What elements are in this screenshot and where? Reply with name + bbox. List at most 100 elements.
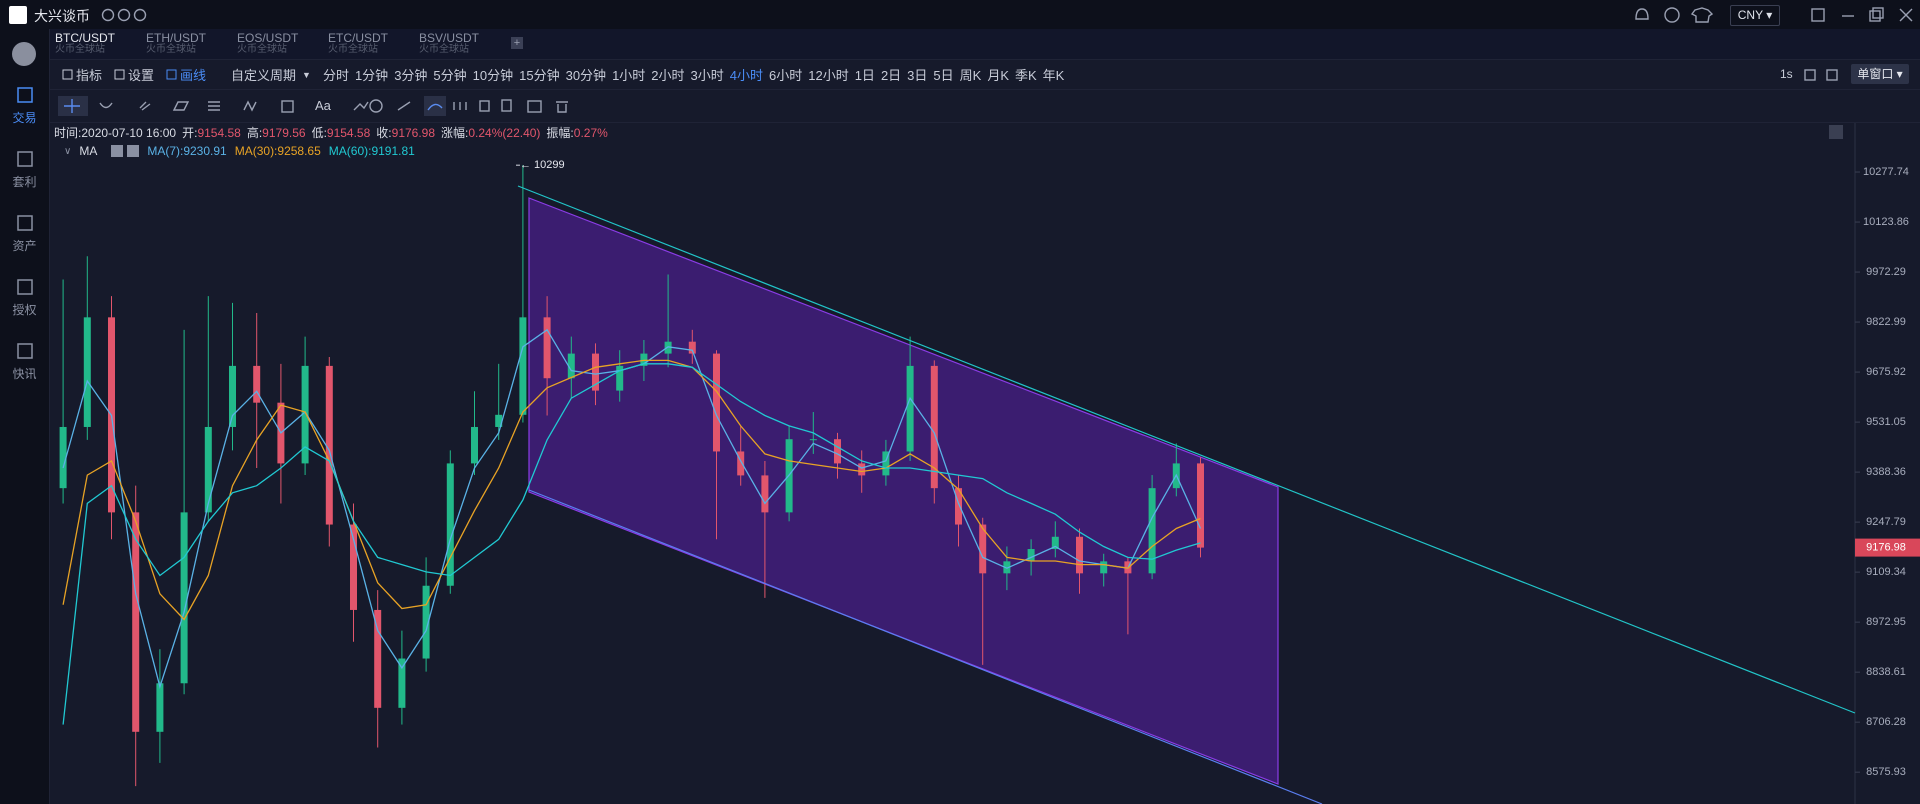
tool-icon — [114, 69, 125, 80]
layout-icons[interactable] — [1802, 67, 1842, 83]
tab-exchange: 火币全球站 — [328, 44, 378, 55]
add-tab[interactable]: + — [511, 37, 523, 49]
y-tick-label: 8706.28 — [1866, 716, 1906, 728]
sidebar-item[interactable]: 快讯 — [0, 341, 49, 382]
tool[interactable]: 画线 — [166, 65, 206, 84]
candle-body — [398, 658, 406, 708]
y-tick-label: 9972.29 — [1866, 266, 1906, 278]
period[interactable]: 5日 — [933, 68, 954, 83]
period[interactable]: 1小时 — [612, 68, 646, 83]
y-tick-label: 8972.95 — [1866, 616, 1906, 628]
drawing-toolbar: Aa — [0, 90, 1920, 123]
window-select[interactable]: 单窗口 ▾ — [1851, 64, 1909, 84]
candle-body — [761, 475, 769, 513]
chart-setting-icon[interactable] — [1829, 125, 1843, 139]
period[interactable]: 10分钟 — [472, 68, 514, 83]
info-item: 高:9179.56 — [247, 124, 306, 141]
legend-entry: MA(7):9230.91 — [147, 144, 227, 158]
legend-entry: MA(30):9258.65 — [234, 144, 321, 158]
current-price-box — [1855, 538, 1920, 557]
period[interactable]: 12小时 — [808, 68, 849, 83]
ma-line — [62, 363, 1201, 725]
period[interactable]: 分时 — [322, 68, 349, 83]
tool[interactable]: 指标 — [62, 65, 102, 84]
period[interactable]: 周K — [959, 68, 982, 83]
tab-pair: BTC/USDT — [55, 31, 115, 45]
sidebar-icon — [16, 343, 33, 359]
y-tick-label: 8838.61 — [1866, 666, 1906, 678]
period[interactable]: 年K — [1042, 68, 1065, 83]
sidebar-item[interactable]: 授权 — [0, 277, 49, 318]
drawing-tools[interactable] — [58, 96, 578, 116]
period[interactable]: 月K — [987, 68, 1009, 83]
info-label: 时间: — [54, 125, 82, 140]
sidebar-item[interactable]: 套利 — [0, 149, 49, 190]
top-icons[interactable] — [1632, 5, 1722, 25]
sidebar-label: 套利 — [12, 175, 37, 189]
tab[interactable]: ETC/USDT 火币全球站 — [328, 32, 388, 56]
avatar[interactable] — [12, 42, 36, 66]
sidebar-icon — [16, 151, 33, 167]
annotation-label: ← 10299 — [520, 159, 565, 171]
text-tool[interactable]: Aa — [315, 98, 331, 113]
candle-body — [809, 439, 817, 441]
status-icons — [101, 8, 147, 22]
tool[interactable]: 设置 — [114, 65, 154, 84]
sidebar-item[interactable]: 资产 — [0, 213, 49, 254]
period[interactable]: 5分钟 — [433, 68, 467, 83]
custom-period[interactable]: 自定义周期 — [231, 65, 296, 84]
tool-icon — [62, 69, 73, 80]
period[interactable]: 4小时 — [729, 68, 763, 83]
candle-body — [543, 317, 551, 379]
info-item: 收:9176.98 — [376, 124, 435, 141]
candle-body — [930, 365, 938, 489]
drawn-parallelogram[interactable] — [528, 197, 1279, 785]
y-tick-label: 9675.92 — [1866, 366, 1906, 378]
tab[interactable]: BTC/USDT 火币全球站 — [55, 32, 115, 56]
current-price-label: 9176.98 — [1866, 542, 1906, 554]
info-item: 低:9154.58 — [312, 124, 371, 141]
tab[interactable]: EOS/USDT 火币全球站 — [237, 32, 298, 56]
period[interactable]: 3小时 — [690, 68, 724, 83]
candle-body — [253, 365, 261, 403]
period[interactable]: 1分钟 — [354, 68, 389, 83]
candle-body — [1076, 536, 1083, 574]
period[interactable]: 3日 — [907, 68, 928, 83]
info-value: 9179.56 — [262, 125, 306, 140]
currency-select[interactable]: CNY ▾ — [1730, 5, 1780, 26]
sidebar-item[interactable]: 交易 — [0, 85, 49, 126]
tab[interactable]: ETH/USDT 火币全球站 — [146, 32, 206, 56]
candle-body — [1051, 536, 1059, 550]
period[interactable]: 3分钟 — [394, 68, 428, 83]
y-tick-label: 9388.36 — [1866, 466, 1906, 478]
candle-body — [471, 426, 478, 464]
icon-shape — [16, 279, 33, 295]
sidebar: 交易套利资产授权快讯 — [0, 29, 50, 804]
period[interactable]: 2日 — [880, 68, 902, 83]
tab-exchange: 火币全球站 — [146, 44, 196, 55]
legend-icons[interactable] — [111, 145, 140, 157]
candle-body — [519, 317, 527, 415]
period[interactable]: 季K — [1014, 68, 1037, 83]
legend-caret: ∨ — [64, 145, 72, 157]
trend-line[interactable] — [517, 185, 1856, 714]
refresh-rate[interactable]: 1s — [1780, 67, 1793, 81]
period[interactable]: 30分钟 — [565, 68, 607, 83]
sidebar-label: 交易 — [12, 111, 37, 125]
candle-body — [229, 365, 236, 427]
tab[interactable]: BSV/USDT 火币全球站 — [419, 32, 479, 56]
sidebar-icon — [16, 87, 33, 103]
period[interactable]: 15分钟 — [519, 68, 560, 83]
candle-body — [1197, 463, 1204, 548]
icon-shape — [114, 69, 125, 80]
window-controls[interactable] — [1810, 6, 1916, 24]
candle-body — [350, 524, 357, 610]
y-tick-label: 9247.79 — [1866, 516, 1906, 528]
trend-line[interactable] — [528, 489, 1323, 804]
app-title: 大兴谈币 — [34, 8, 90, 24]
period[interactable]: 1日 — [854, 68, 875, 83]
period[interactable]: 2小时 — [651, 68, 685, 83]
period[interactable]: 6小时 — [769, 68, 803, 83]
y-tick-label: 10123.86 — [1863, 216, 1909, 228]
